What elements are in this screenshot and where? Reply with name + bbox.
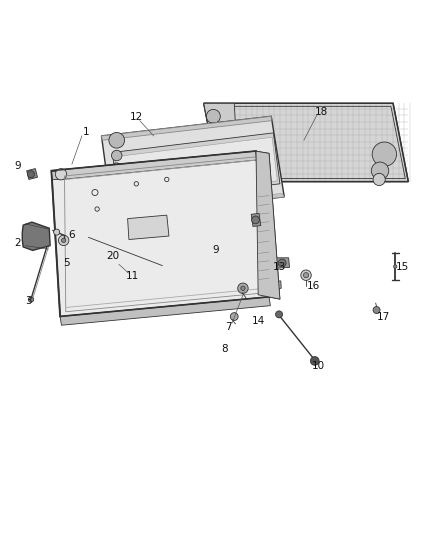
Circle shape (373, 173, 385, 185)
Polygon shape (127, 215, 169, 239)
Text: 18: 18 (315, 107, 328, 117)
Text: 13: 13 (272, 262, 286, 271)
Text: 17: 17 (377, 312, 390, 322)
Polygon shape (115, 137, 277, 200)
Polygon shape (27, 168, 38, 180)
Circle shape (111, 163, 122, 174)
Circle shape (61, 238, 66, 243)
Circle shape (112, 176, 122, 187)
Ellipse shape (123, 201, 141, 209)
Circle shape (209, 136, 218, 144)
Text: 15: 15 (396, 262, 409, 271)
Polygon shape (256, 151, 280, 299)
Text: 14: 14 (251, 316, 265, 326)
Circle shape (241, 286, 245, 290)
Polygon shape (204, 103, 239, 182)
Circle shape (28, 171, 35, 177)
Text: 6: 6 (69, 230, 75, 240)
Text: 5: 5 (64, 258, 70, 268)
Circle shape (373, 306, 380, 313)
Circle shape (230, 313, 238, 320)
Polygon shape (256, 151, 280, 299)
Circle shape (28, 297, 34, 302)
Circle shape (276, 311, 283, 318)
Circle shape (112, 150, 122, 161)
Polygon shape (251, 213, 261, 227)
Circle shape (209, 158, 218, 166)
Circle shape (109, 133, 124, 148)
Circle shape (393, 265, 397, 268)
Polygon shape (51, 171, 61, 180)
Circle shape (206, 109, 220, 123)
Circle shape (58, 235, 69, 246)
Polygon shape (60, 297, 270, 325)
Polygon shape (276, 258, 290, 268)
Polygon shape (204, 103, 408, 182)
Text: 7: 7 (225, 321, 232, 332)
Circle shape (304, 272, 309, 278)
Circle shape (209, 167, 218, 176)
Circle shape (208, 125, 218, 134)
Text: 3: 3 (25, 296, 32, 306)
Polygon shape (102, 116, 271, 140)
Text: 1: 1 (83, 127, 89, 138)
Circle shape (371, 162, 389, 180)
Circle shape (278, 259, 286, 267)
Circle shape (238, 283, 248, 294)
Circle shape (372, 142, 396, 166)
Circle shape (55, 168, 67, 180)
Circle shape (311, 357, 319, 365)
Text: 12: 12 (130, 112, 143, 122)
Text: 16: 16 (307, 281, 321, 291)
Polygon shape (113, 133, 280, 204)
Polygon shape (272, 281, 281, 289)
Polygon shape (102, 116, 284, 216)
Polygon shape (113, 193, 284, 216)
Text: 9: 9 (14, 161, 21, 172)
Circle shape (209, 147, 218, 156)
Polygon shape (51, 151, 258, 180)
Text: 10: 10 (312, 361, 325, 371)
Text: 9: 9 (212, 245, 219, 255)
Polygon shape (51, 151, 269, 317)
Circle shape (112, 189, 121, 199)
Text: 20: 20 (106, 252, 119, 262)
Circle shape (252, 216, 259, 224)
Text: 11: 11 (126, 271, 139, 281)
Text: 8: 8 (221, 344, 227, 354)
Polygon shape (22, 222, 50, 251)
Circle shape (53, 229, 60, 235)
Text: 2: 2 (14, 238, 21, 247)
Circle shape (301, 270, 311, 280)
